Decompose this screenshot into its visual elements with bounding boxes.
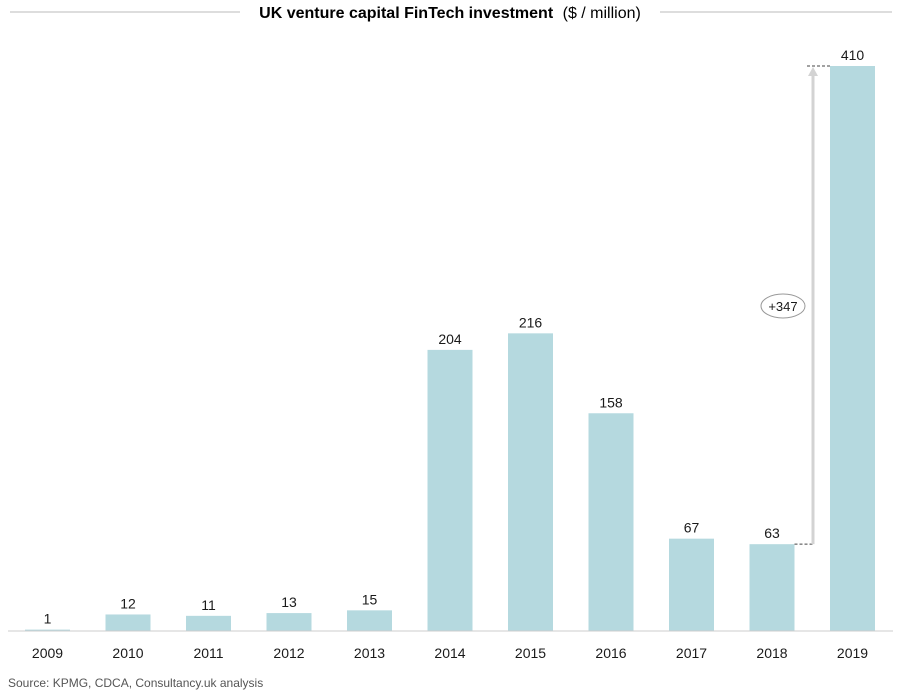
bar-2009 <box>25 629 70 631</box>
x-tick-2011: 2011 <box>193 645 223 661</box>
x-tick-2017: 2017 <box>676 645 707 661</box>
bar-2013 <box>347 610 392 631</box>
value-label-2012: 13 <box>281 594 297 610</box>
x-tick-2010: 2010 <box>112 645 143 661</box>
value-label-2010: 12 <box>120 595 136 611</box>
annotation-label: +347 <box>768 299 797 314</box>
bars-group: 1 2009 12 2010 11 2011 13 2012 15 2013 204 2014 216 2… <box>25 47 875 661</box>
bar-2019 <box>830 66 875 631</box>
value-label-2017: 67 <box>684 520 700 536</box>
x-tick-2015: 2015 <box>515 645 546 661</box>
x-tick-2009: 2009 <box>32 645 63 661</box>
bar-2016 <box>588 413 634 631</box>
bar-2018 <box>749 544 795 631</box>
chart-title-main: UK venture capital FinTech investment <box>259 5 554 22</box>
x-tick-2012: 2012 <box>273 645 304 661</box>
x-tick-2018: 2018 <box>756 645 787 661</box>
source-note: Source: KPMG, CDCA, Consultancy.uk analy… <box>8 676 264 690</box>
x-tick-2016: 2016 <box>595 645 626 661</box>
value-label-2011: 11 <box>201 597 216 613</box>
growth-annotation: +347 <box>760 65 830 545</box>
value-label-2018: 63 <box>764 525 780 541</box>
annotation-bubble <box>760 293 806 319</box>
bar-2015 <box>508 333 553 631</box>
x-tick-2019: 2019 <box>837 645 868 661</box>
chart-title: UK venture capital FinTech investment ($… <box>259 5 641 22</box>
chart-title-unit: ($ / million) <box>563 5 641 22</box>
value-label-2009: 1 <box>44 611 52 627</box>
value-label-2014: 204 <box>438 331 462 347</box>
bar-2012 <box>266 613 312 631</box>
value-label-2016: 158 <box>599 394 623 410</box>
annotation-arrow-head <box>808 67 818 76</box>
value-label-2013: 15 <box>362 591 378 607</box>
x-tick-2013: 2013 <box>354 645 385 661</box>
bar-2014 <box>427 349 473 631</box>
bar-2017 <box>669 538 714 631</box>
bar-2010 <box>105 614 151 631</box>
value-label-2019: 410 <box>841 47 865 63</box>
x-tick-2014: 2014 <box>434 645 465 661</box>
value-label-2015: 216 <box>519 314 543 330</box>
bar-2011 <box>186 615 231 631</box>
